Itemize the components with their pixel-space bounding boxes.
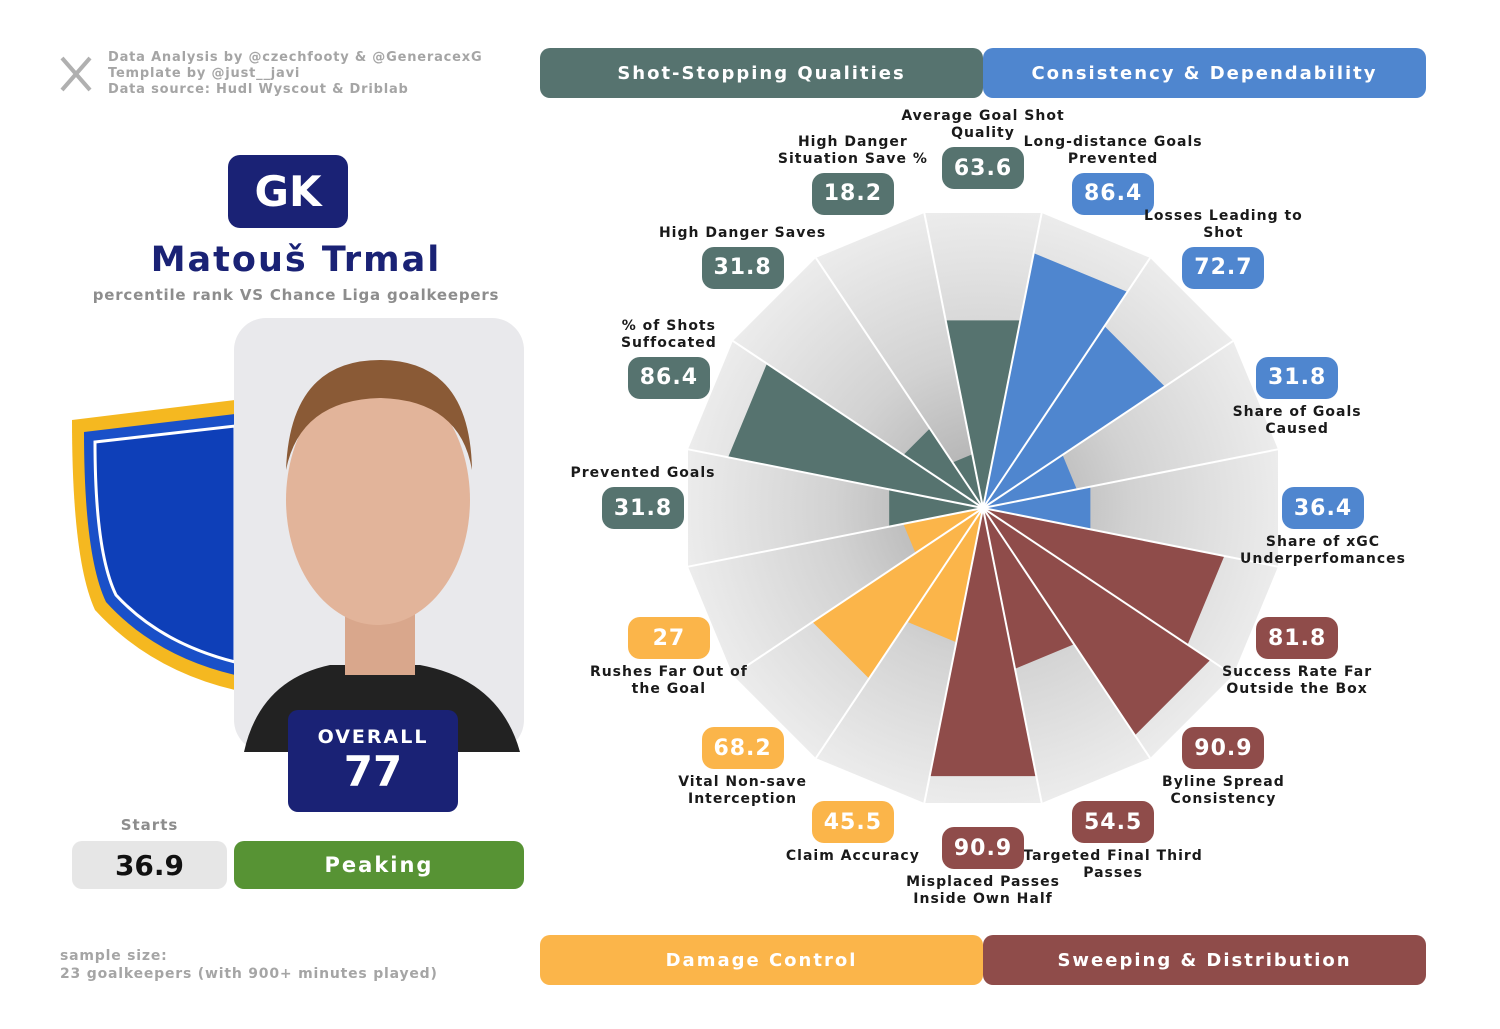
separator <box>923 507 984 804</box>
value-label: 86.4 <box>1072 172 1155 215</box>
overall-value: 77 <box>343 747 403 796</box>
bar <box>812 508 983 679</box>
bar <box>903 428 983 508</box>
category-label: Average Goal Shot Quality <box>901 108 1065 141</box>
bar <box>929 508 1037 777</box>
bar <box>983 486 1091 530</box>
value-label: 90.9 <box>1182 727 1265 770</box>
value-label: 31.8 <box>1256 356 1339 399</box>
x-logo <box>60 56 92 92</box>
separator <box>982 448 1279 509</box>
footnote: sample size: <box>60 948 168 964</box>
separator <box>982 507 1279 568</box>
bar <box>983 326 1165 508</box>
value-label: 54.5 <box>1072 801 1155 844</box>
background-slice <box>815 213 983 508</box>
starts-label: Starts <box>120 816 179 834</box>
category-label: Misplaced Passes Inside Own Half <box>906 874 1060 907</box>
footnote: 23 goalkeepers (with 900+ minutes played… <box>60 966 438 982</box>
value-label: 68.2 <box>701 727 784 770</box>
separator <box>815 507 984 759</box>
category-label: % of Shots Suffocated <box>620 317 717 351</box>
bar <box>983 508 1075 669</box>
value-label: 27 <box>627 617 710 660</box>
separator <box>732 507 984 676</box>
status-badge: Peaking <box>234 841 524 889</box>
subtitle: percentile rank VS Chance Liga goalkeepe… <box>92 286 500 304</box>
value-label: 90.9 <box>942 827 1024 869</box>
value-label: 18.2 <box>811 172 894 215</box>
value-label: 45.5 <box>811 801 894 844</box>
category-label: Long-distance Goals Prevented <box>1023 133 1203 167</box>
background-slice <box>983 449 1278 567</box>
category-label: Share of Goals Caused <box>1232 403 1362 437</box>
separator <box>815 257 984 509</box>
category-label: High Danger Saves <box>658 224 827 241</box>
credit: Data Analysis by @czechfooty & @Generace… <box>108 50 483 65</box>
club-logo <box>72 400 237 690</box>
bar <box>983 253 1128 508</box>
separator <box>982 257 1151 509</box>
player-name: Matouš Trmal <box>150 240 442 280</box>
group-header: Sweeping & Distribution <box>983 935 1426 985</box>
separator <box>982 507 1234 676</box>
overall-label: OVERALL <box>317 726 429 748</box>
bar <box>983 454 1077 508</box>
category-label: Targeted Final Third Passes <box>1023 848 1203 882</box>
value-label: 63.6 <box>942 147 1024 189</box>
bar <box>983 508 1225 645</box>
value-label: 36.4 <box>1282 487 1364 529</box>
bar <box>952 454 983 508</box>
position-badge: GK <box>228 155 348 228</box>
bar <box>983 508 1211 736</box>
separator <box>982 507 1043 804</box>
bar <box>903 508 983 554</box>
overall-box: OVERALL 77 <box>288 710 458 812</box>
value-label: 31.8 <box>602 487 684 529</box>
bar <box>945 320 1021 508</box>
category-label: Claim Accuracy <box>785 848 920 865</box>
bar <box>728 363 983 508</box>
starts-value: 36.9 <box>72 841 227 889</box>
category-label: Prevented Goals <box>570 465 716 481</box>
category-label: Losses Leading to Shot <box>1144 207 1303 241</box>
separator <box>982 212 1043 509</box>
background-slice <box>688 508 983 676</box>
separator <box>923 212 984 509</box>
category-label: Byline Spread Consistency <box>1162 774 1285 808</box>
category-label: Success Rate Far Outside the Box <box>1222 664 1373 698</box>
group-header: Shot-Stopping Qualities <box>540 48 983 98</box>
separator <box>732 340 984 509</box>
value-label: 72.7 <box>1182 246 1265 289</box>
value-label: 81.8 <box>1256 617 1339 660</box>
bar <box>889 489 983 527</box>
separator <box>982 340 1234 509</box>
value-label: 31.8 <box>701 246 784 289</box>
group-header: Consistency & Dependability <box>983 48 1426 98</box>
group-header: Damage Control <box>540 935 983 985</box>
category-label: Rushes Far Out of the Goal <box>589 664 748 698</box>
credit: Template by @just__javi <box>108 66 301 81</box>
background-slice <box>688 449 983 567</box>
separator <box>687 507 984 568</box>
credit: Data source: Hudl Wyscout & Driblab <box>108 82 409 97</box>
category-label: Share of xGC Underperfomances <box>1239 534 1406 567</box>
value-label: 86.4 <box>627 356 710 399</box>
category-label: Vital Non-save Interception <box>678 774 807 808</box>
category-label: High Danger Situation Save % <box>777 133 928 167</box>
bar <box>906 508 983 643</box>
separator <box>982 507 1151 759</box>
separator <box>687 448 984 509</box>
